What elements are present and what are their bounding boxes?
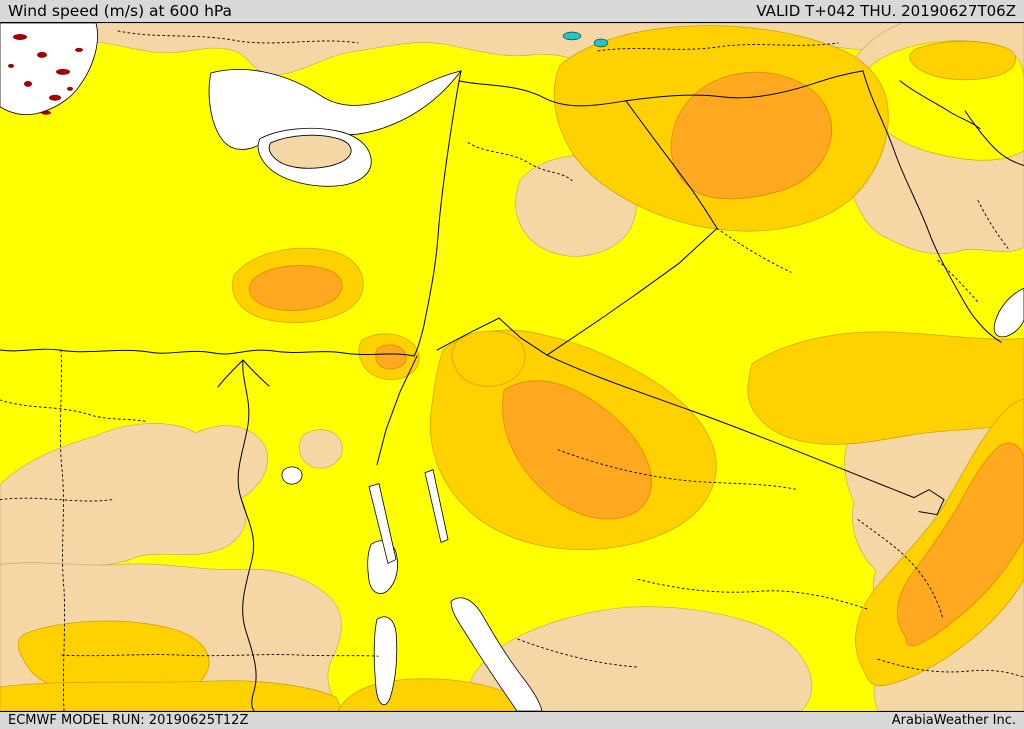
dotted-saudi-2	[637, 578, 869, 610]
mid-band-top-right-corner	[909, 40, 1016, 81]
header-bar: Wind speed (m/s) at 600 hPa VALID T+042 …	[0, 0, 1024, 22]
dotted-iran-2	[937, 259, 979, 303]
red-sea-main	[450, 597, 543, 711]
gulf-of-suez	[368, 483, 397, 565]
dotted-egypt-libya	[59, 349, 66, 711]
aegean-islands	[8, 33, 83, 115]
high-band-ne-core	[670, 71, 833, 200]
high-band-right-edge-core	[897, 442, 1024, 647]
kuwait-border	[913, 489, 945, 516]
dotted-saudi-3	[517, 638, 639, 668]
dotted-saudi-4	[857, 519, 944, 620]
dotted-libya-2	[0, 497, 113, 502]
north-africa-coastline	[0, 348, 415, 357]
wind-speed-map	[0, 22, 1024, 712]
israel-egypt-border	[376, 355, 418, 466]
dotted-iran-1	[977, 200, 1009, 249]
nile-delta-east	[242, 359, 270, 387]
high-band-small-dot	[375, 344, 407, 370]
aegean-sea	[0, 23, 98, 116]
saudi-iraq-border	[546, 354, 915, 499]
calm-band-bottom-center	[457, 606, 813, 711]
jordan-saudi-border	[436, 317, 548, 356]
sea-areas	[0, 23, 1024, 711]
dotted-anatolia-1	[117, 30, 359, 44]
dotted-libya-1	[0, 399, 149, 423]
anatolian-lakes	[562, 31, 609, 48]
gulf-of-aqaba	[424, 469, 449, 544]
persian-gulf	[993, 287, 1024, 338]
dotted-bottom-right	[877, 658, 1024, 678]
red-sea-north	[373, 616, 398, 706]
country-borders-solid	[0, 70, 1024, 711]
map-title: Wind speed (m/s) at 600 hPa	[8, 2, 233, 20]
cyprus-island	[268, 134, 352, 169]
dotted-anatolia-2	[597, 42, 839, 52]
mid-band-right-mid	[747, 331, 1024, 445]
model-run-label: ECMWF MODEL RUN: 20190625T12Z	[8, 713, 249, 728]
syria-iraq-border	[625, 100, 718, 229]
high-band-left-core	[248, 265, 343, 311]
valid-time-label: VALID T+042 THU. 20190627T06Z	[756, 2, 1016, 20]
provider-label: ArabiaWeather Inc.	[891, 713, 1016, 728]
iraq-iran-border	[862, 70, 1002, 343]
map-canvas	[0, 23, 1024, 711]
admin-borders-dotted	[0, 30, 1024, 711]
nile-delta-west	[217, 359, 244, 388]
small-lake-white	[281, 466, 303, 485]
mid-band-bottom-left-strip	[0, 680, 343, 711]
high-band-regions	[248, 71, 1024, 647]
calm-band-egypt-small	[298, 429, 343, 469]
nile-river	[237, 359, 257, 711]
turkey-syria-border	[458, 70, 864, 107]
mid-band-small-jordan	[451, 330, 526, 387]
dotted-egypt-sudan	[61, 654, 379, 657]
jordan-iraq-border	[546, 227, 718, 356]
caucasus-border-1	[964, 110, 1024, 167]
mediterranean-sea	[208, 69, 462, 150]
footer-bar: ECMWF MODEL RUN: 20190625T12Z ArabiaWeat…	[0, 712, 1024, 729]
high-band-central-core	[502, 380, 652, 520]
levant-coastline	[413, 70, 462, 357]
caucasus-border-2	[899, 80, 981, 130]
